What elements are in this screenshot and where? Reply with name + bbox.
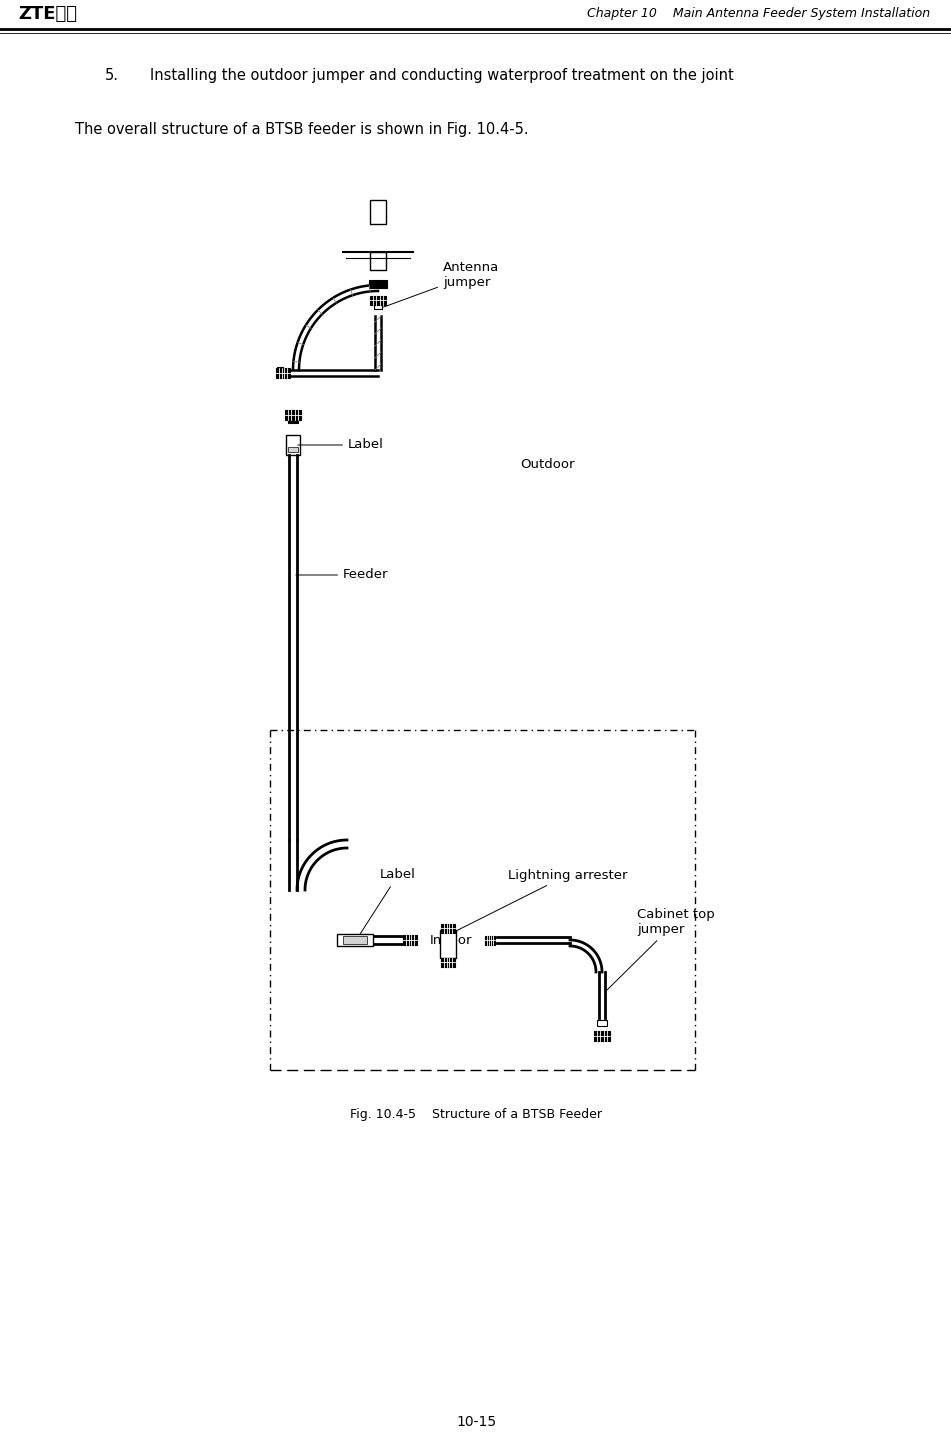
Bar — [594, 1030, 610, 1040]
Text: Label: Label — [298, 439, 384, 452]
Bar — [288, 417, 298, 423]
Bar — [337, 934, 373, 945]
Bar — [288, 448, 298, 452]
Text: Chapter 10    Main Antenna Feeder System Installation: Chapter 10 Main Antenna Feeder System In… — [587, 7, 930, 20]
Bar — [286, 435, 300, 455]
Bar — [370, 252, 386, 271]
Text: Fig. 10.4-5    Structure of a BTSB Feeder: Fig. 10.4-5 Structure of a BTSB Feeder — [350, 1108, 602, 1121]
Bar — [485, 935, 495, 944]
Bar — [276, 368, 290, 378]
Text: Label: Label — [357, 869, 416, 940]
Text: 10-15: 10-15 — [456, 1415, 496, 1429]
Bar — [285, 410, 301, 420]
Text: Cabinet top
jumper: Cabinet top jumper — [607, 908, 715, 990]
Bar — [441, 924, 455, 932]
Bar — [440, 930, 456, 958]
Text: Feeder: Feeder — [296, 568, 389, 581]
Text: The overall structure of a BTSB feeder is shown in Fig. 10.4-5.: The overall structure of a BTSB feeder i… — [75, 122, 529, 137]
Bar — [277, 367, 283, 371]
Text: Antenna
jumper: Antenna jumper — [383, 260, 499, 307]
Text: Installing the outdoor jumper and conducting waterproof treatment on the joint: Installing the outdoor jumper and conduc… — [150, 68, 734, 83]
Bar — [441, 957, 455, 967]
Bar — [370, 200, 386, 224]
Bar — [369, 281, 387, 288]
Bar — [343, 935, 367, 944]
Text: Outdoor: Outdoor — [520, 459, 574, 472]
Text: ZTE中兴: ZTE中兴 — [18, 4, 77, 23]
Text: Indoor: Indoor — [430, 934, 473, 947]
Bar — [374, 302, 382, 309]
Text: 5.: 5. — [105, 68, 119, 83]
Text: Lightning arrester: Lightning arrester — [451, 869, 628, 934]
Bar — [597, 1020, 607, 1026]
Bar — [403, 935, 417, 945]
Bar — [370, 295, 386, 305]
